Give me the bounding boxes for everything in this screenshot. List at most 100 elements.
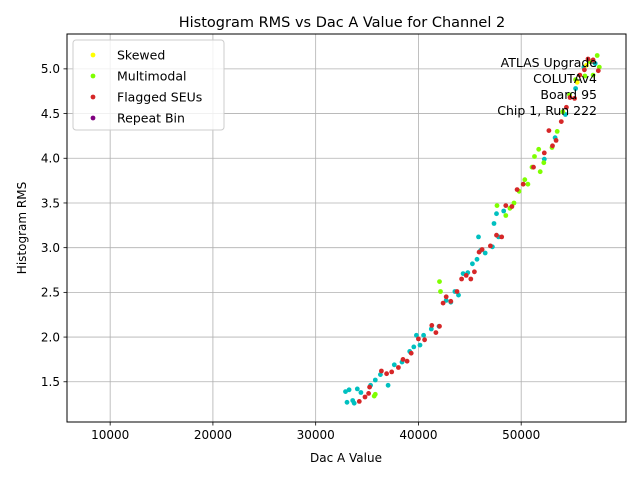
data-point (584, 62, 589, 68)
legend-marker (90, 94, 96, 100)
data-point (511, 200, 517, 206)
data-point (585, 56, 591, 62)
data-point (358, 390, 364, 395)
data-point (491, 221, 497, 226)
data-point (438, 289, 443, 294)
data-point (389, 369, 395, 375)
data-points (343, 53, 602, 406)
x-tick-label: 50000 (502, 428, 540, 442)
data-point (494, 232, 499, 238)
data-point (594, 53, 600, 58)
data-point (470, 261, 475, 267)
y-axis-ticks: 1.5 2.0 2.5 3.0 3.5 4.0 4.5 5.0 (41, 62, 67, 389)
y-tick-label: 3.0 (41, 241, 60, 255)
data-point (503, 203, 509, 209)
data-point (404, 358, 410, 364)
data-point (459, 276, 464, 282)
data-point (541, 156, 547, 162)
data-point (437, 279, 442, 284)
data-point (514, 187, 520, 193)
legend-marker (90, 73, 96, 79)
data-point (354, 386, 360, 392)
data-point (531, 164, 536, 170)
data-point (391, 362, 397, 368)
data-point (596, 64, 602, 70)
legend-label: Repeat Bin (117, 111, 185, 126)
y-axis-label: Histogram RMS (15, 182, 29, 274)
x-tick-label: 40000 (399, 428, 437, 442)
data-point (433, 330, 439, 335)
data-point (537, 169, 543, 175)
data-point (525, 181, 531, 187)
data-point (573, 86, 578, 91)
data-point (411, 344, 417, 350)
data-point (550, 143, 555, 149)
data-point (414, 332, 419, 338)
data-point (379, 368, 384, 374)
legend-marker (90, 52, 96, 58)
data-point (421, 332, 426, 338)
data-point (428, 326, 434, 332)
legend: Skewed Multimodal Flagged SEUs Repeat Bin (72, 39, 225, 131)
x-tick-label: 20000 (194, 428, 232, 442)
x-axis-label: Dac A Value (310, 451, 382, 465)
data-point (385, 382, 391, 388)
data-point (488, 243, 493, 249)
data-point (499, 234, 505, 240)
data-point (501, 208, 507, 214)
x-axis-ticks: 10000 20000 30000 40000 50000 (91, 422, 540, 442)
y-tick-label: 5.0 (41, 62, 60, 76)
y-tick-label: 1.5 (41, 375, 60, 389)
y-tick-label: 4.5 (41, 107, 60, 121)
data-point (554, 129, 560, 134)
legend-label: Flagged SEUs (117, 90, 202, 105)
annotation-line: Chip 1, Run 222 (497, 103, 597, 118)
y-tick-label: 2.0 (41, 330, 60, 344)
data-point (351, 400, 357, 406)
data-point (509, 204, 515, 209)
data-point (440, 300, 446, 306)
data-point (366, 391, 371, 396)
data-point (443, 294, 449, 300)
annotation-line: COLUTAv4 (533, 71, 597, 86)
data-point (416, 336, 421, 342)
data-point (443, 298, 449, 303)
legend-label: Multimodal (117, 69, 186, 84)
plot-area (66, 33, 627, 423)
data-point (560, 109, 566, 115)
data-point (503, 213, 509, 218)
y-tick-label: 3.5 (41, 196, 60, 210)
data-point (541, 150, 547, 156)
legend-marker (90, 115, 96, 121)
data-point (367, 384, 372, 390)
data-point (344, 399, 350, 405)
data-point (541, 160, 547, 166)
data-point (343, 389, 348, 394)
data-point (592, 61, 598, 66)
data-point (472, 269, 477, 275)
data-point (520, 181, 526, 187)
data-point (454, 289, 460, 294)
data-point (522, 177, 528, 183)
data-point (356, 399, 362, 404)
data-point (494, 203, 500, 209)
data-point (582, 67, 587, 73)
legend-box (72, 39, 225, 131)
annotation-line: Board 95 (540, 87, 597, 102)
data-point (400, 357, 406, 362)
data-point (408, 350, 414, 356)
data-point (590, 57, 596, 63)
data-point (553, 138, 559, 143)
data-point (582, 73, 588, 79)
data-point (422, 337, 427, 343)
data-point (590, 72, 596, 78)
data-point (463, 273, 469, 278)
x-tick-label: 10000 (91, 428, 129, 442)
grid (67, 34, 626, 422)
y-tick-label: 2.5 (41, 286, 60, 300)
data-point (346, 387, 352, 393)
y-tick-label: 4.0 (41, 152, 60, 166)
data-point (595, 68, 601, 74)
data-point (567, 95, 573, 100)
chart-title: Histogram RMS vs Dac A Value for Channel… (179, 15, 505, 31)
